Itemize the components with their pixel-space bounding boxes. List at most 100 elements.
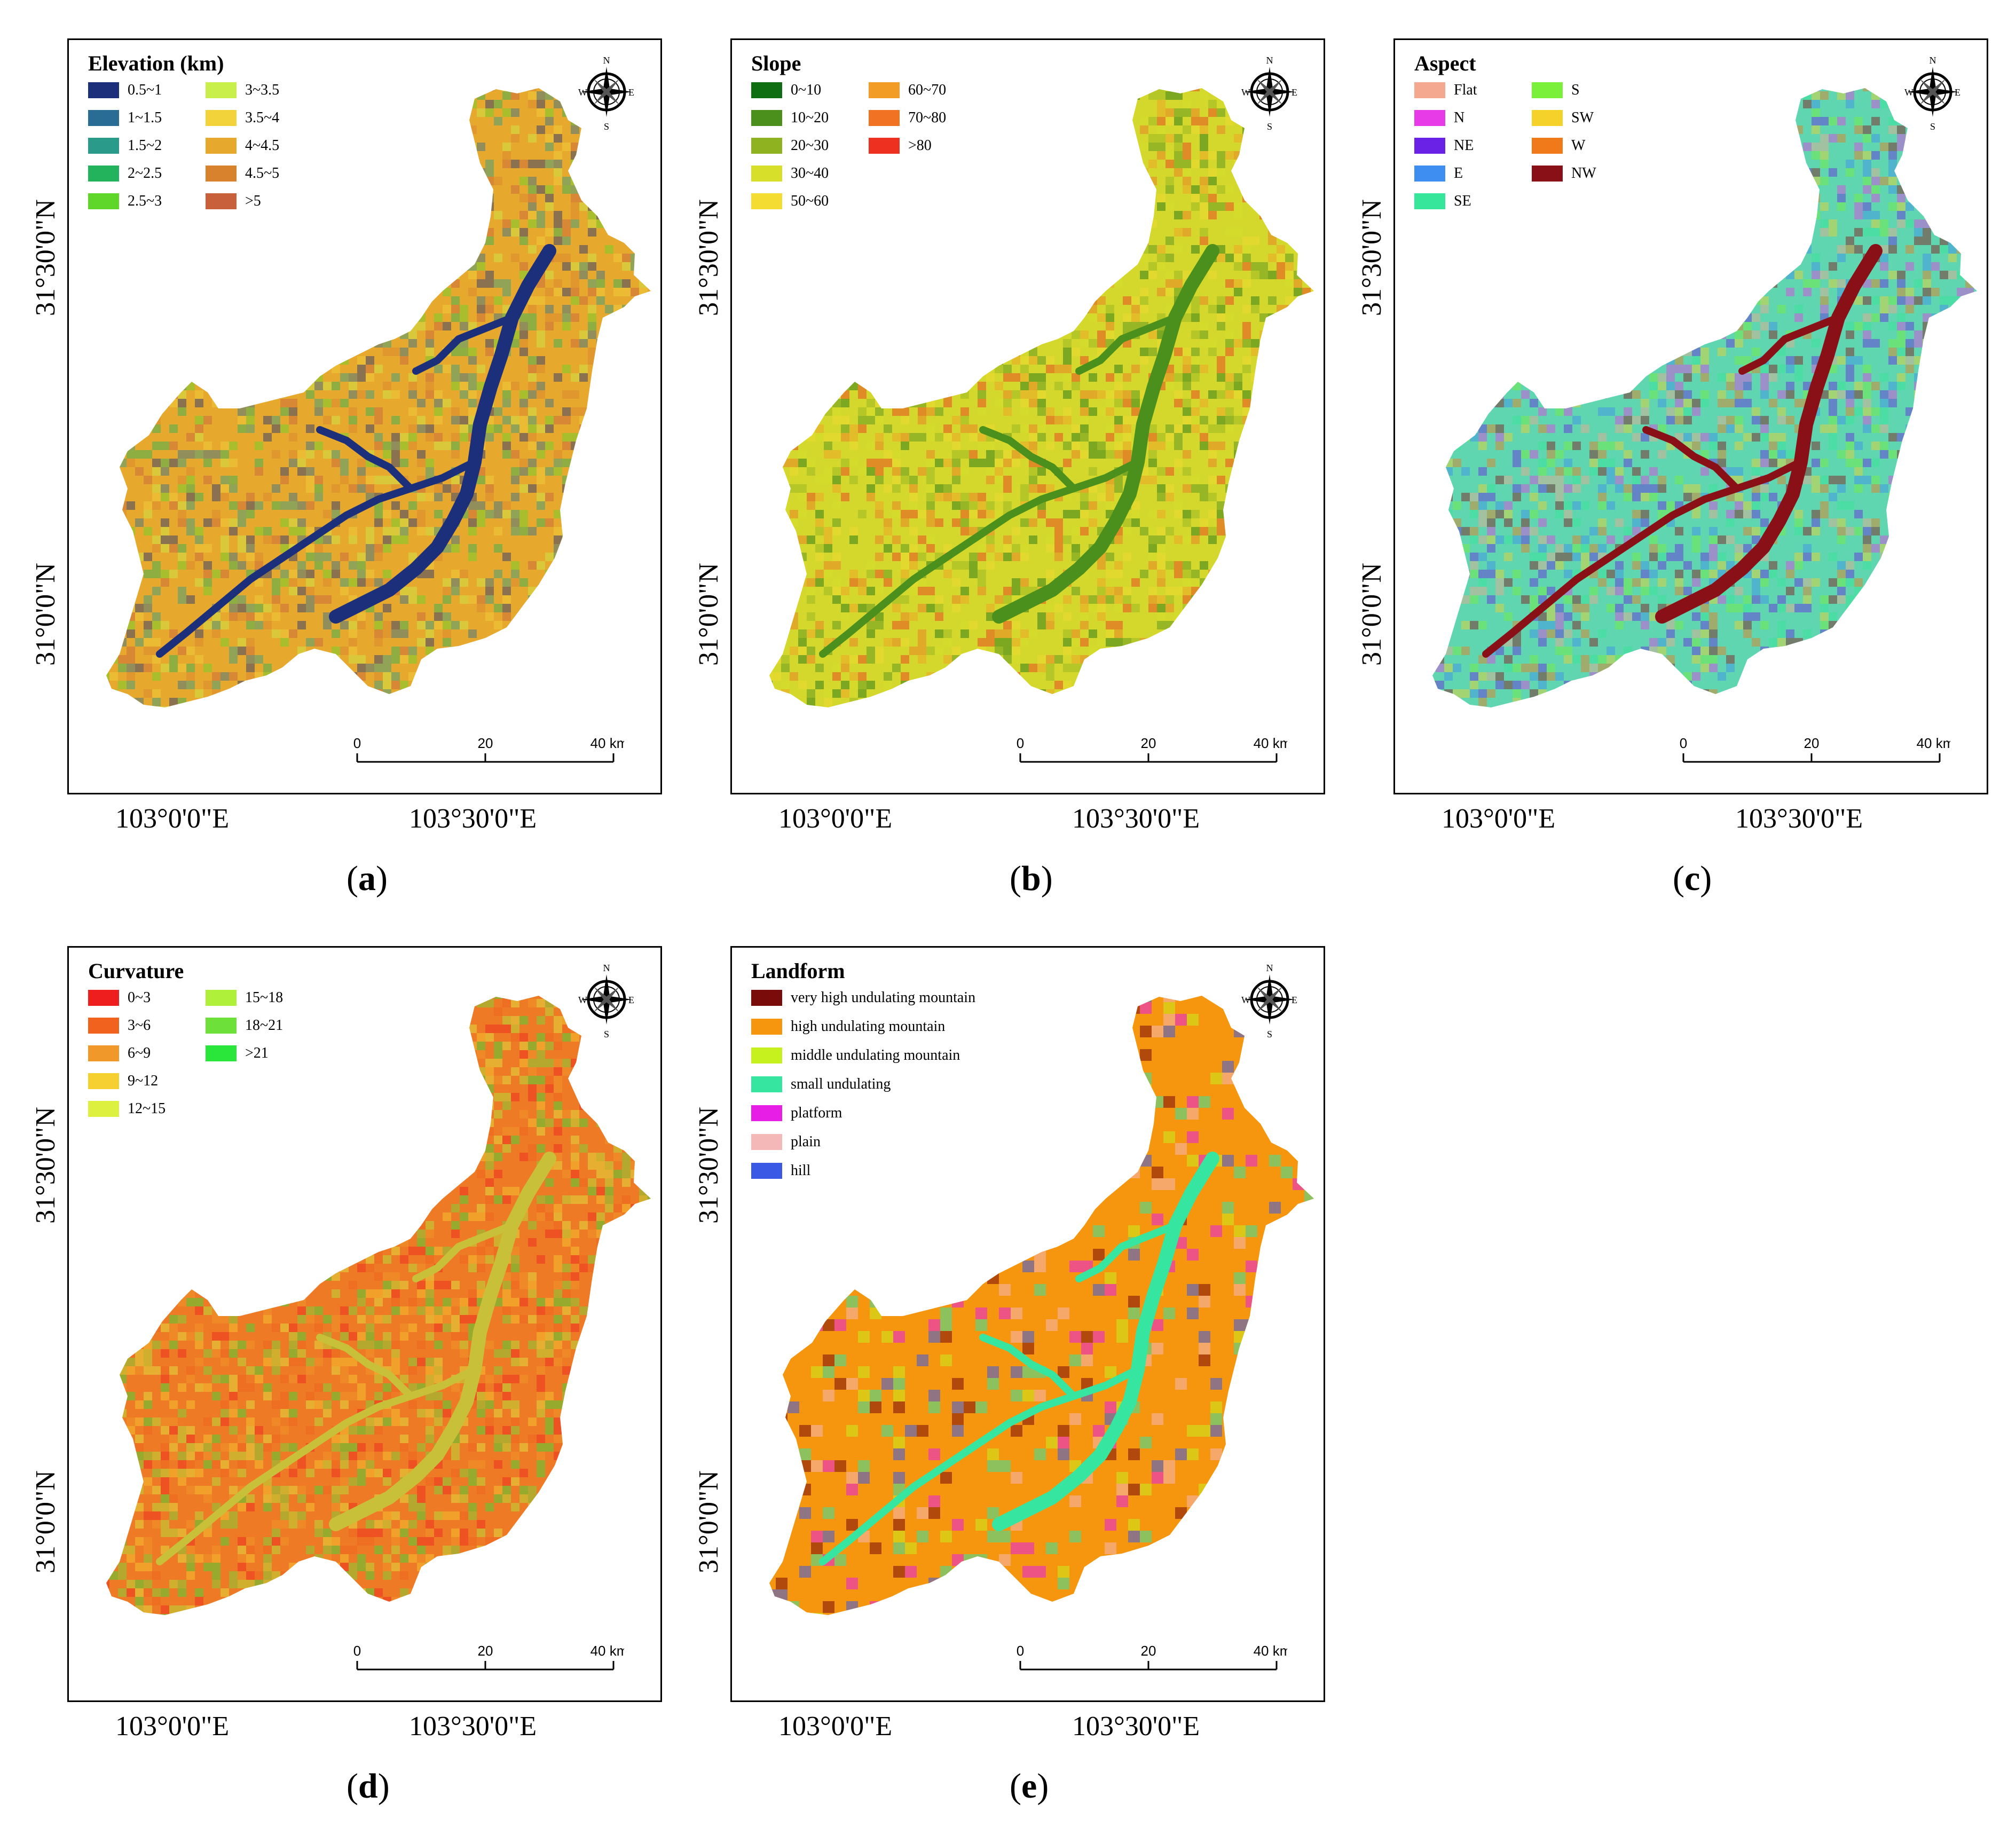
latitude-label: 31°0'0"N	[30, 563, 61, 666]
legend-swatch	[751, 82, 782, 98]
legend-item: 0~3	[88, 989, 151, 1006]
north-arrow-icon: NSW E	[578, 55, 634, 132]
panel-caption: (b)	[1010, 859, 1053, 898]
legend-label: 3~3.5	[245, 82, 280, 98]
watershed-map-a	[106, 88, 651, 707]
legend-swatch	[206, 82, 237, 98]
legend-item: 1~1.5	[88, 109, 162, 127]
panel-caption: (d)	[346, 1767, 390, 1806]
legend-label: N	[1454, 109, 1465, 126]
legend-item: 2~2.5	[88, 165, 162, 182]
legend-swatch	[751, 166, 782, 182]
legend-swatch	[1414, 110, 1445, 126]
svg-text:E: E	[628, 87, 634, 98]
raster-texture	[769, 996, 1314, 1615]
legend-label: high undulating mountain	[791, 1018, 946, 1035]
north-arrow-icon: NSW E	[1904, 55, 1960, 132]
legend-swatch	[869, 82, 900, 98]
legend-label: small undulating	[791, 1076, 891, 1092]
river-channel	[979, 426, 1077, 492]
latitude-label: 31°30'0"N	[30, 199, 61, 316]
legend-swatch	[88, 166, 119, 182]
legend-label: W	[1571, 137, 1586, 154]
legend-label: SW	[1571, 109, 1594, 126]
river-channel	[1642, 426, 1741, 492]
legend-label: 60~70	[908, 82, 947, 98]
legend-item: N	[1414, 109, 1464, 127]
longitude-label: 103°30'0"E	[1072, 804, 1200, 834]
legend-label: 15~18	[245, 989, 284, 1006]
legend-item: small undulating	[751, 1076, 891, 1093]
legend-swatch	[1532, 166, 1563, 182]
river-channel	[819, 1366, 1141, 1565]
map-panel-b: Slope 0~10 10~20 20~30 30~40 50~60 60~70 70~80 >…	[730, 38, 1325, 794]
legend-label: SE	[1454, 193, 1471, 209]
latitude-label: 31°30'0"N	[30, 1107, 61, 1224]
river-channel	[1075, 1222, 1179, 1282]
legend-item: 18~21	[206, 1017, 283, 1034]
longitude-label: 103°30'0"E	[1735, 804, 1863, 834]
legend-label: 18~21	[245, 1017, 284, 1034]
longitude-label: 103°0'0"E	[1442, 804, 1556, 834]
legend-label: 4~4.5	[245, 137, 280, 154]
legend-swatch	[751, 1163, 782, 1179]
river-channel	[316, 1334, 414, 1400]
legend-label: 3~6	[128, 1017, 151, 1034]
legend-swatch	[1414, 166, 1445, 182]
longitude-label: 103°0'0"E	[115, 804, 230, 834]
scale-bar: 0 20 40 km	[353, 1644, 624, 1671]
legend-label: 6~9	[128, 1045, 151, 1061]
legend-swatch	[88, 1101, 119, 1117]
legend-swatch	[751, 1076, 782, 1092]
legend-label: 10~20	[791, 109, 829, 126]
longitude-label: 103°0'0"E	[778, 804, 893, 834]
legend-label: 1~1.5	[128, 109, 162, 126]
river-channel	[329, 244, 556, 624]
legend-item: >5	[206, 193, 261, 210]
river-channel	[819, 458, 1141, 658]
legend-label: Flat	[1454, 82, 1477, 98]
legend-item: 2.5~3	[88, 193, 162, 210]
legend-item: 6~9	[88, 1045, 151, 1062]
legend-item: >21	[206, 1045, 269, 1062]
legend-swatch	[751, 1105, 782, 1121]
legend-swatch	[751, 110, 782, 126]
legend-item: 4~4.5	[206, 137, 279, 154]
legend-swatch	[88, 82, 119, 98]
legend-item: >80	[869, 137, 932, 154]
legend-item: 60~70	[869, 82, 946, 99]
legend-label: E	[1454, 165, 1463, 182]
legend-item: 1.5~2	[88, 137, 162, 154]
legend-swatch	[88, 110, 119, 126]
legend-item: SE	[1414, 193, 1471, 210]
north-arrow-icon: NSW E	[578, 963, 634, 1039]
map-panel-d: Curvature 0~3 3~6 6~9 9~12 12~15 15~18 18~21 >21…	[67, 946, 662, 1702]
legend-item: platform	[751, 1105, 842, 1122]
legend-swatch	[206, 138, 237, 154]
latitude-label: 31°0'0"N	[30, 1470, 61, 1573]
legend-item: high undulating mountain	[751, 1018, 945, 1035]
svg-text:W: W	[578, 87, 587, 98]
north-arrow-icon: NSW E	[1241, 55, 1297, 132]
map-panel-e: Landform very high undulating mountain hig…	[730, 946, 1325, 1702]
legend-label: >80	[908, 137, 932, 154]
legend-label: platform	[791, 1105, 842, 1121]
latitude-label: 31°30'0"N	[1357, 199, 1387, 316]
legend-item: 20~30	[751, 137, 829, 154]
latitude-label: 31°30'0"N	[694, 1107, 724, 1224]
legend-swatch	[1414, 82, 1445, 98]
watershed-area	[106, 996, 651, 1615]
legend-swatch	[751, 193, 782, 209]
river-channel	[1075, 314, 1179, 375]
longitude-label: 103°0'0"E	[115, 1711, 230, 1742]
river-channel	[1738, 314, 1842, 375]
legend-item: hill	[751, 1162, 810, 1179]
legend-item: 3~6	[88, 1017, 151, 1034]
legend-swatch	[88, 1045, 119, 1061]
longitude-label: 103°30'0"E	[409, 1711, 537, 1742]
legend-swatch	[206, 1045, 237, 1061]
legend-label: 2.5~3	[128, 193, 162, 209]
legend-swatch	[869, 138, 900, 154]
panel-caption: (e)	[1010, 1767, 1049, 1806]
scale-bar: 0 20 40 km	[353, 736, 624, 763]
